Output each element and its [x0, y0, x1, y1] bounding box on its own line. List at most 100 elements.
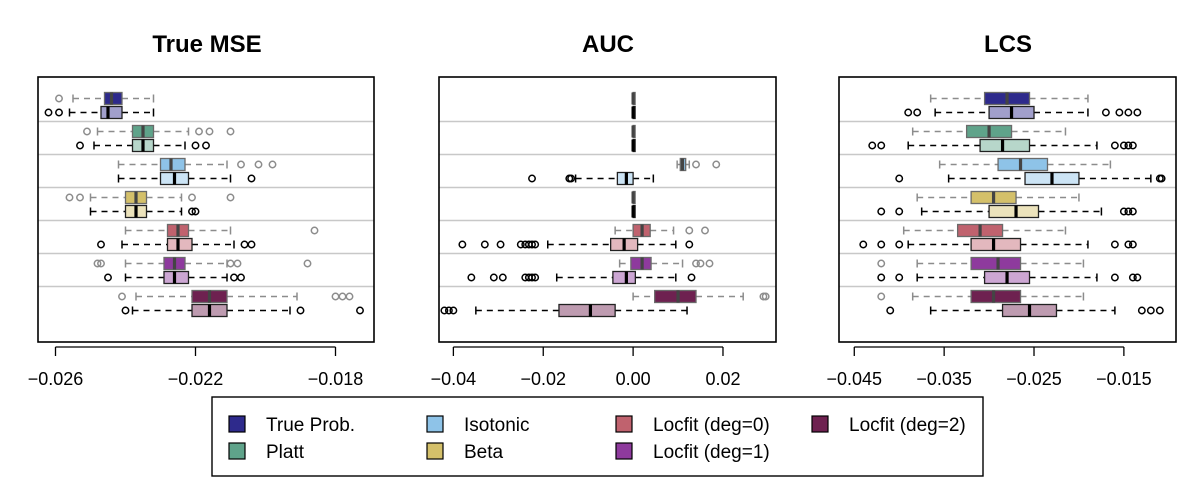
box-platt-light [83, 124, 235, 139]
panel-title-lcs: LCS [984, 31, 1032, 58]
outlier-point [226, 193, 235, 202]
outlier-point [692, 259, 700, 268]
outlier-point [1115, 108, 1124, 117]
outlier-point [877, 259, 886, 268]
outlier-point [449, 306, 458, 315]
panel-frame [37, 76, 375, 343]
outlier-point [303, 259, 312, 268]
box-isotonic-dark [528, 171, 655, 186]
legend-label: Isotonic [464, 415, 529, 436]
outlier-point [489, 273, 498, 282]
outlier-point [701, 226, 709, 235]
box-isotonic-dark [895, 171, 1166, 186]
legend-frame [211, 396, 984, 477]
outlier-point [226, 127, 235, 136]
outlier-point [444, 306, 453, 315]
box-iqr [100, 105, 123, 120]
box-locfit-deg-1--light [877, 256, 1085, 271]
box-beta-dark [877, 204, 1137, 219]
outlier-point [895, 174, 904, 183]
x-tick-label: −0.04 [431, 369, 477, 389]
legend-label: True Prob. [266, 415, 355, 436]
box-iqr [612, 270, 637, 285]
outlier-point [480, 240, 489, 249]
box-isotonic-light [676, 157, 721, 172]
box-iqr [970, 256, 1022, 271]
panel-frame [438, 76, 777, 343]
box-iqr [997, 157, 1049, 172]
outlier-point [913, 108, 922, 117]
outlier-point [268, 160, 277, 169]
box-iqr [163, 270, 190, 285]
legend-swatch [228, 415, 246, 433]
box-true-prob--dark [44, 105, 155, 120]
outlier-point [531, 240, 540, 249]
x-tick-label: −0.035 [916, 369, 972, 389]
outlier-point [1133, 273, 1142, 282]
outlier-point [44, 108, 53, 117]
outlier-point [458, 240, 467, 249]
outlier-point [528, 273, 536, 282]
outlier-point [65, 193, 74, 202]
outlier-point [188, 207, 196, 216]
legend-label: Locfit (deg=2) [849, 415, 966, 436]
box-iqr [970, 237, 1022, 252]
box-iqr [979, 138, 1031, 153]
box-iqr [558, 303, 616, 318]
outlier-point [1124, 108, 1133, 117]
outlier-point [1128, 273, 1137, 282]
outlier-point [516, 240, 525, 249]
outlier-point [868, 141, 877, 150]
outlier-point [1128, 207, 1137, 216]
outlier-point [498, 273, 507, 282]
legend-label: Locfit (deg=0) [653, 415, 770, 436]
outlier-point [310, 226, 319, 235]
box-iqr [103, 91, 123, 106]
outlier-point [195, 127, 203, 136]
outlier-point [877, 292, 886, 301]
x-tick-label: −0.018 [308, 369, 364, 389]
legend-item-platt: Platt [228, 442, 305, 463]
outlier-point [1155, 306, 1164, 315]
panel-frame [838, 76, 1177, 343]
box-iqr [159, 157, 186, 172]
outlier-point [296, 306, 305, 315]
outlier-point [1146, 306, 1155, 315]
x-tick-label: −0.02 [520, 369, 566, 389]
outlier-point [76, 141, 84, 150]
outlier-point [496, 240, 505, 249]
box-locfit-deg-2--light [118, 289, 354, 304]
box-iqr [970, 289, 1022, 304]
legend-label: Beta [464, 442, 504, 463]
outlier-point [904, 108, 913, 117]
outlier-point [188, 193, 196, 202]
outlier-point [118, 292, 126, 301]
outlier-point [1133, 108, 1142, 117]
outlier-point [331, 292, 340, 301]
outlier-point [97, 259, 105, 268]
panel-lcs: −0.045 −0.035 −0.025 −0.015 [826, 76, 1177, 389]
box-true-prob--dark [631, 105, 636, 120]
x-tick-label: −0.022 [168, 369, 224, 389]
outlier-point [356, 306, 364, 315]
outlier-point [1128, 240, 1137, 249]
box-iqr [988, 204, 1040, 219]
x-tick-label: −0.045 [826, 369, 882, 389]
outlier-point [97, 240, 105, 249]
box-locfit-deg-0--light [614, 223, 709, 238]
outlier-point [567, 174, 576, 183]
outlier-point [1124, 141, 1133, 150]
outlier-point [895, 240, 904, 249]
outlier-point [191, 207, 200, 216]
outlier-point [877, 141, 886, 150]
legend-swatch [426, 415, 444, 433]
panels-group: −0.026 −0.022 −0.018 −0.04 −0.02 0.00 0.02 −0.0… [28, 76, 1177, 389]
box-isotonic-light [117, 157, 277, 172]
outlier-point [877, 207, 886, 216]
outlier-point [859, 240, 868, 249]
legend-swatch [426, 442, 444, 460]
box-iqr [166, 237, 193, 252]
box-locfit-deg-1--light [618, 256, 714, 271]
box-locfit-deg-1--dark [467, 270, 696, 285]
